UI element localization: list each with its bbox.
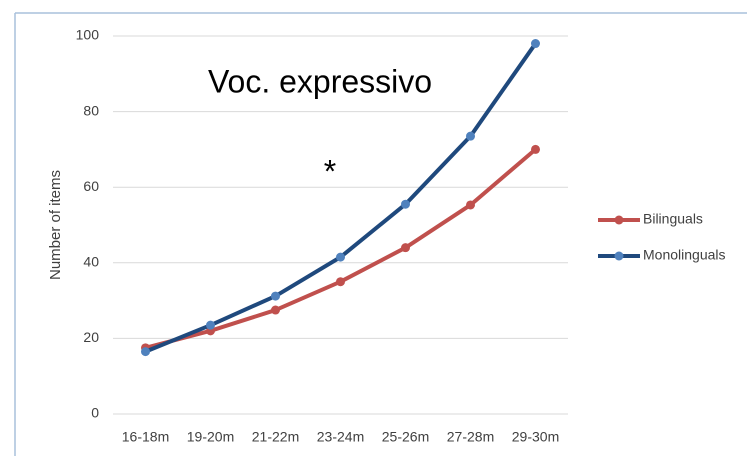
x-tick-label: 27-28m <box>447 429 494 445</box>
y-tick-label: 100 <box>76 27 100 43</box>
x-tick-label: 29-30m <box>512 429 559 445</box>
data-point <box>466 200 475 210</box>
y-tick-label: 80 <box>83 102 99 118</box>
y-tick-label: 0 <box>91 405 99 421</box>
chart-title: Voc. expressivo <box>208 63 432 99</box>
data-point <box>141 347 150 357</box>
data-point <box>531 39 540 49</box>
data-point <box>336 252 345 262</box>
data-point <box>466 131 475 141</box>
x-tick-label: 21-22m <box>252 429 299 445</box>
y-tick-label: 40 <box>83 254 99 270</box>
data-point <box>271 305 280 315</box>
x-tick-label: 25-26m <box>382 429 429 445</box>
legend-marker <box>614 215 624 225</box>
x-tick-label: 19-20m <box>187 429 234 445</box>
y-tick-label: 20 <box>83 329 99 345</box>
legend-label: Bilinguals <box>643 211 703 227</box>
data-point <box>531 144 540 154</box>
x-tick-label: 16-18m <box>122 429 169 445</box>
y-tick-label: 60 <box>83 178 99 194</box>
data-point <box>401 199 410 209</box>
annotation: * <box>324 153 336 189</box>
series-line <box>144 147 537 350</box>
data-point <box>336 277 345 287</box>
legend-marker <box>614 251 624 261</box>
data-point <box>271 291 280 301</box>
data-point <box>401 243 410 253</box>
legend-label: Monolinguals <box>643 247 726 263</box>
x-tick-label: 23-24m <box>317 429 364 445</box>
y-axis-label: Number of items <box>47 170 64 280</box>
data-point <box>206 320 215 330</box>
